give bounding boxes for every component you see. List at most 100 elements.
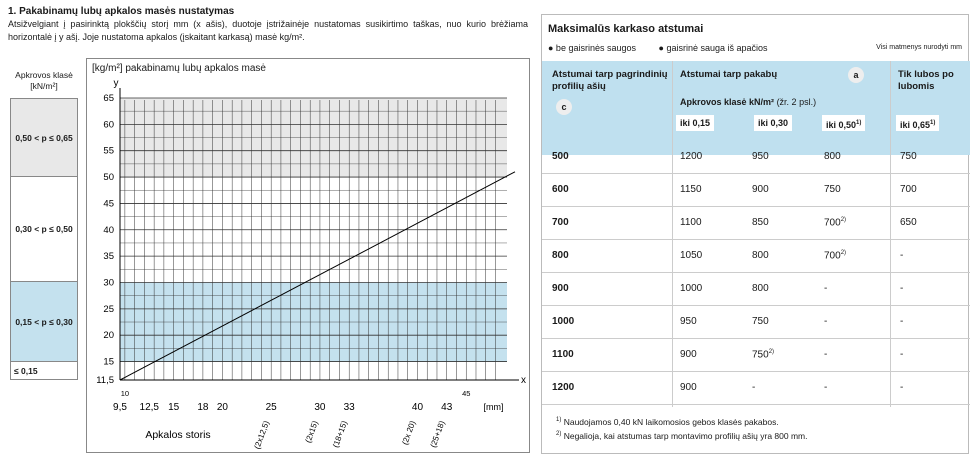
y-tick-label: 25 [103,304,114,315]
iki-label: iki 0,651) [896,115,940,131]
table-title: Maksimalūs karkaso atstumai [548,23,704,35]
table-cell: 750 [752,316,769,327]
table-cell: - [752,382,756,393]
x-tick-label: 9,5 [113,402,127,413]
y-tick-label: 60 [103,119,114,130]
y-tick-label: 30 [103,277,114,288]
x-axis-title: Apkalos storis [145,429,210,441]
diagonal-line [119,171,516,381]
load-class-cell: 0,15 < p ≤ 0,30 [11,282,77,362]
table-cell: 900 [680,349,697,360]
load-class-column: 0,50 < p ≤ 0,65 0,30 < p ≤ 0,50 0,15 < p… [10,98,78,380]
table-cell: 7502) [752,349,775,361]
table-cell: 1050 [680,250,703,261]
y-band [120,361,507,380]
units-note: Visi matmenys nurodyti mm [876,44,962,51]
table-cell: 1200 [680,151,703,162]
chart-title: [kg/m²] pakabinamų lubų apkalos masė [92,63,266,74]
table-cell: 950 [752,151,769,162]
table-cell: 750 [824,184,841,195]
x-tick-label: 12,5 [140,402,160,413]
y-tick-label: 11,5 [96,375,114,386]
table-cell: - [900,349,904,360]
legend: ● be gaisrinės saugos ● gaisrinė sauga i… [548,43,788,53]
y-axis-name: y [114,78,119,89]
x-tick-label: 20 [217,402,229,413]
x-tick-label: 40 [412,402,424,413]
col-header-main-profiles: Atstumai tarp pagrindinių profilių ašių [552,69,668,92]
table-cell: 1100 [552,349,574,360]
y-tick-label: 50 [103,172,114,183]
table-cell: 7002) [824,217,847,229]
x-tick-label: 10 [121,389,129,398]
table-cell: - [900,283,904,294]
table-cell: 700 [900,184,917,195]
table-cell: 800 [552,250,569,261]
table-cell: - [900,382,904,393]
table-cell: - [824,316,828,327]
x-rotated-label: (2x12,5) [253,419,272,450]
table-row: 500 1200 950 800 750 [542,141,970,174]
table-cell: 900 [680,382,697,393]
table-cell: 500 [552,151,569,162]
col-header-ceiling-only: Tik lubos po lubomis [898,69,954,92]
table-cell: 1000 [552,316,575,327]
legend-item: ● gaisrinė sauga iš apačios [658,43,768,53]
table-cell: - [824,349,828,360]
table-row: 700 1100 850 7002) 650 [542,207,970,240]
table-row: 1000 950 750 - - [542,306,970,339]
iki-label: iki 0,15 [676,115,715,131]
x-rotated-label: (2x 20) [400,419,417,446]
chart-section: 1. Pakabinamų lubų apkalos masės nustaty… [8,6,530,453]
table-cell: 800 [824,151,841,162]
mass-chart: y x 11,5 15 20 25 30 35 40 45 50 55 60 65 9,5 12,5 15 18 2… [96,78,526,450]
table-row: 1200 900 - - - [542,372,970,405]
y-tick-label: 55 [103,146,114,157]
load-class-cell: ≤ 0,15 [11,362,77,379]
x-rotated-label: (18+15) [331,419,349,449]
table-cell: 900 [552,283,569,294]
x-tick-label: 25 [266,402,278,413]
table-cell: 600 [552,184,569,195]
legend-item: ● be gaisrinės saugos [548,43,636,53]
table-cell: 800 [752,283,769,294]
y-tick-label: 15 [103,357,114,368]
load-class-cell: 0,50 < p ≤ 0,65 [11,99,77,177]
table-cell: 800 [752,250,769,261]
iki-label: iki 0,30 [754,115,793,131]
col-header-hangers: Atstumai tarp pakabų [680,69,778,80]
table-cell: - [900,316,904,327]
x-tick-label: 18 [197,402,209,413]
table-cell: 900 [752,184,769,195]
table-row: 800 1050 800 7002) - [542,240,970,273]
y-tick-label: 65 [103,93,114,104]
x-tick-label: 33 [344,402,356,413]
table-cell: 7002) [824,250,847,262]
y-tick-label: 35 [103,251,114,262]
section-title: 1. Pakabinamų lubų apkalos masės nustaty… [8,6,235,17]
chart-frame [86,58,530,453]
spacing-table-panel: Maksimalūs karkaso atstumai ● be gaisrin… [541,14,970,454]
table-cell: 1150 [680,184,702,195]
iki-label: iki 0,501) [822,115,866,131]
y-tick-label: 40 [103,225,114,236]
table-cell: 700 [552,217,569,228]
load-class-subheader: Apkrovos klasė kN/m² (žr. 2 psl.) [680,97,817,107]
section-description: Atsižvelgiant į pasirinktą plokščių stor… [8,19,528,42]
column-divider [672,61,673,407]
table-header: Atstumai tarp pagrindinių profilių ašių … [542,61,970,155]
badge-a: a [848,67,864,83]
x-tick-label: 15 [168,402,180,413]
table-cell: 750 [900,151,917,162]
x-rotated-label: (25+18) [429,419,447,449]
y-tick-label: 20 [103,330,114,341]
footnote-2: 2) Negalioja, kai atstumas tarp montavim… [556,431,808,441]
load-class-header: Apkrovos klasė [kN/m²] [15,70,73,91]
x-tick-label: 45 [462,389,470,398]
x-tick-label: 43 [441,402,453,413]
table-cell: 650 [900,217,917,228]
footnote-1: 1) Naudojamos 0,40 kN laikomosios gebos … [556,417,779,427]
table-cell: - [824,382,828,393]
x-unit-label: [mm] [484,402,504,412]
y-tick-label: 45 [103,198,114,209]
